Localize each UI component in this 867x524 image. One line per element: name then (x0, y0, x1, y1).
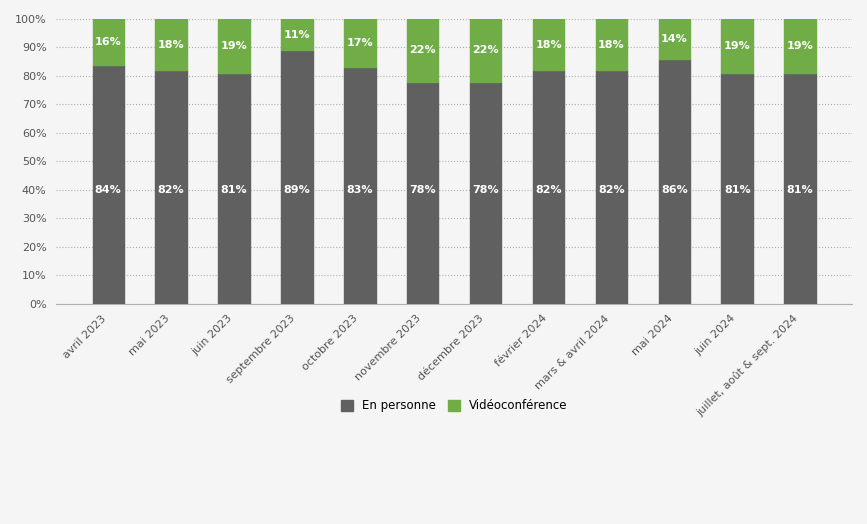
Bar (533, 19, 564, 70)
Text: 81%: 81% (724, 185, 751, 195)
Text: 84%: 84% (95, 185, 121, 195)
Bar (344, 19, 375, 68)
Text: 86%: 86% (661, 185, 688, 195)
Bar (218, 19, 250, 73)
Bar (281, 19, 313, 50)
Text: 22%: 22% (473, 45, 499, 56)
Text: 16%: 16% (95, 37, 121, 47)
Text: 89%: 89% (284, 185, 310, 195)
Text: 83%: 83% (347, 185, 373, 195)
Text: 17%: 17% (347, 38, 373, 48)
Bar (281, 50, 313, 303)
Text: 19%: 19% (786, 41, 813, 51)
Text: 82%: 82% (158, 185, 185, 195)
Bar (596, 70, 627, 303)
Text: 18%: 18% (158, 40, 185, 50)
Bar (533, 70, 564, 303)
Text: 81%: 81% (786, 185, 813, 195)
Text: 81%: 81% (221, 185, 247, 195)
Text: 82%: 82% (598, 185, 625, 195)
Bar (659, 59, 690, 303)
Bar (93, 64, 124, 303)
Bar (155, 70, 187, 303)
Text: 18%: 18% (535, 40, 562, 50)
Text: 14%: 14% (661, 34, 688, 44)
Text: 18%: 18% (598, 40, 625, 50)
Bar (596, 19, 627, 70)
Bar (785, 19, 816, 73)
Text: 19%: 19% (724, 41, 751, 51)
Bar (659, 19, 690, 59)
Bar (344, 68, 375, 303)
Text: 82%: 82% (535, 185, 562, 195)
Text: 78%: 78% (473, 185, 499, 195)
Text: 22%: 22% (409, 45, 436, 56)
Text: 78%: 78% (409, 185, 436, 195)
Bar (785, 73, 816, 303)
Bar (470, 82, 501, 303)
Bar (470, 19, 501, 82)
Bar (93, 19, 124, 64)
Bar (407, 19, 439, 82)
Bar (721, 73, 753, 303)
Bar (721, 19, 753, 73)
Bar (155, 19, 187, 70)
Bar (407, 82, 439, 303)
Text: 19%: 19% (221, 41, 247, 51)
Bar (218, 73, 250, 303)
Legend: En personne, Vidéoconférence: En personne, Vidéoconférence (336, 395, 572, 417)
Text: 11%: 11% (284, 30, 310, 40)
